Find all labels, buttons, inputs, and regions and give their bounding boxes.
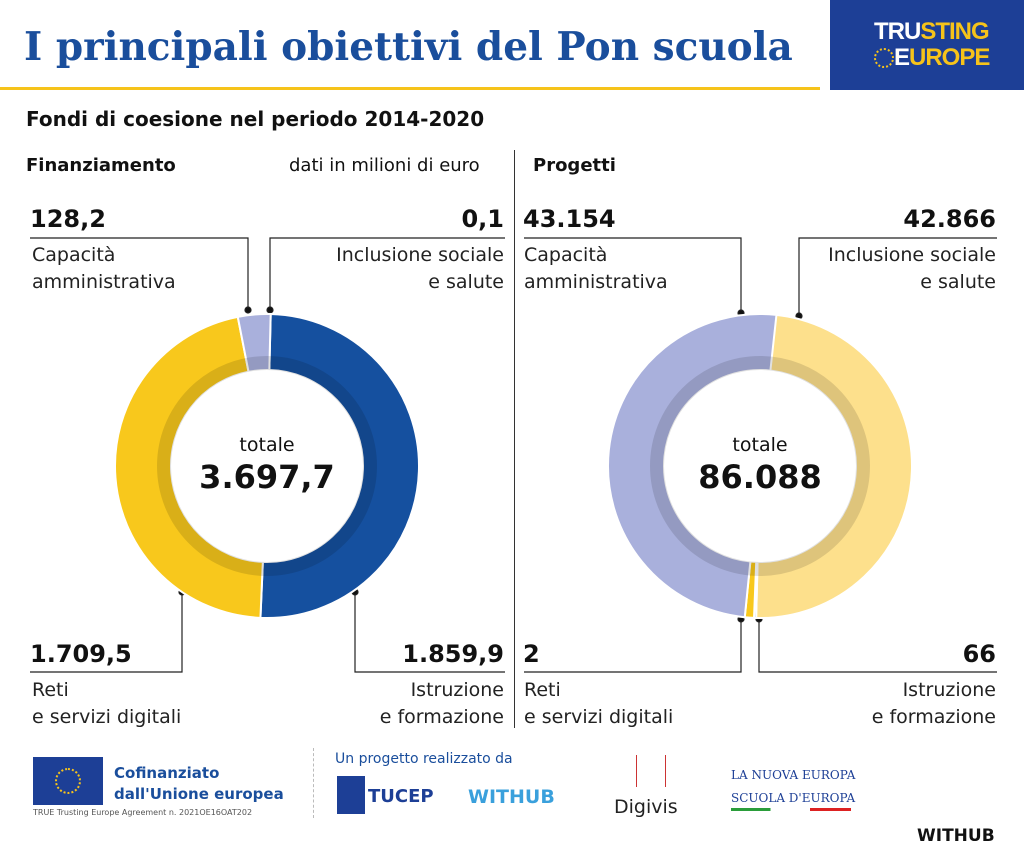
trusting-europe-logo: TRUSTING EUROPE: [830, 0, 1024, 90]
leader-line: [524, 619, 742, 673]
subtitle: Fondi di coesione nel periodo 2014-2020: [26, 107, 485, 131]
italian-flag-stripe: [731, 808, 851, 811]
footer-divider: [313, 748, 314, 818]
tucep-logo-icon: [337, 776, 365, 814]
value-inclusione-fin: 0,1: [461, 205, 504, 233]
digivis-logo: Digivis: [614, 796, 678, 818]
label-inclusione-prog: Inclusione sociale e salute: [828, 244, 996, 293]
agreement-text: TRUE Trusting Europe Agreement n. 2021OE…: [33, 808, 253, 817]
nuova-europa-logo: LA NUOVA EUROPA: [731, 768, 856, 782]
section-progetti: Progetti: [533, 155, 616, 176]
slice-capacit-amministrativa: [236, 313, 272, 373]
unit-note: dati in milioni di euro: [289, 155, 480, 176]
leader-dot: [244, 306, 252, 314]
value-istruzione-prog: 66: [962, 640, 996, 668]
tucep-logo: TUCEP: [368, 786, 434, 807]
value-reti-prog: 2: [523, 640, 540, 668]
inner-shadow-ring: [157, 356, 377, 576]
label-reti-fin: Reti e servizi digitali: [32, 679, 182, 728]
label-reti-prog: Reti e servizi digitali: [524, 679, 674, 728]
slice-istruzione-e-formazione: [259, 313, 420, 619]
total-label-fin: totale: [239, 434, 295, 456]
value-capacita-fin: 128,2: [30, 205, 106, 233]
title-underline: [0, 87, 820, 90]
label-istruzione-prog: Istruzione e formazione: [871, 679, 996, 728]
leader-line: [30, 237, 249, 310]
leader-line: [758, 619, 997, 673]
total-value-fin: 3.697,7: [199, 458, 335, 496]
inner-shadow-ring: [650, 356, 870, 576]
leader-line: [798, 237, 997, 316]
label-inclusione-fin: Inclusione sociale e salute: [336, 244, 504, 293]
withub-brand: WITHUB: [917, 826, 995, 846]
total-label-prog: totale: [732, 434, 788, 456]
value-inclusione-prog: 42.866: [903, 205, 996, 233]
eu-flag-icon: [33, 757, 103, 805]
digivis-logo-icon: [636, 755, 666, 787]
project-credit: Un progetto realizzato da: [335, 751, 513, 767]
value-reti-fin: 1.709,5: [30, 640, 132, 668]
page-title: I principali obiettivi del Pon scuola: [24, 24, 793, 70]
value-istruzione-fin: 1.859,9: [402, 640, 504, 668]
label-capacita-fin: Capacità amministrativa: [32, 244, 176, 293]
slice-reti-e-servizi-digitali: [114, 315, 264, 619]
label-istruzione-fin: Istruzione e formazione: [379, 679, 504, 728]
leader-dot: [266, 306, 274, 314]
leader-line: [269, 237, 505, 310]
withub-partner-logo: WITHUB: [468, 786, 555, 808]
label-capacita-prog: Capacità amministrativa: [524, 244, 668, 293]
eu-cofinanced: Cofinanziato dall'Unione europea: [114, 764, 284, 803]
eu-stars-icon: [874, 48, 894, 68]
slice-inclusione-sociale-e-salute: [755, 313, 914, 619]
slice-capacit-amministrativa: [606, 313, 778, 619]
value-capacita-prog: 43.154: [523, 205, 616, 233]
scuola-europa-logo: SCUOLA D'EUROPA: [731, 791, 856, 805]
divider: [514, 150, 515, 728]
total-value-prog: 86.088: [698, 458, 822, 496]
leader-line: [524, 237, 742, 313]
section-finanziamento: Finanziamento: [26, 155, 176, 176]
leader-line: [354, 592, 505, 673]
leader-line: [30, 592, 183, 673]
